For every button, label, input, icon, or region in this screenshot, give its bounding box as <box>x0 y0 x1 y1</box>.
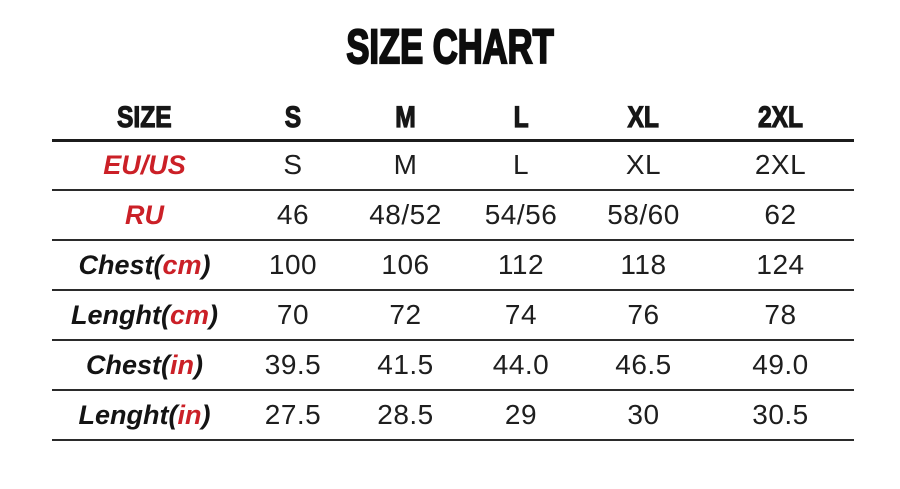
table-row-ru: RU 46 48/52 54/56 58/60 62 <box>52 190 854 240</box>
column-header-label: 2XL <box>757 101 804 135</box>
column-header-m: M <box>349 98 462 140</box>
table-row-eu-us: EU/US S M L XL 2XL <box>52 140 854 190</box>
table-row-lenght-cm: Lenght(cm) 70 72 74 76 78 <box>52 290 854 340</box>
cell-eu-us-xl: XL <box>625 149 662 181</box>
cell-lenght-cm-l: 74 <box>504 299 538 330</box>
cell-chest-cm-2xl: 124 <box>756 249 805 280</box>
cell-lenght-in-l: 29 <box>504 399 538 430</box>
cell-lenght-cm-m: 72 <box>389 299 422 330</box>
label-text: RU <box>125 199 164 230</box>
cell-ru-xl: 58/60 <box>607 199 680 230</box>
table-row-chest-in: Chest(in) 39.5 41.5 44.0 46.5 49.0 <box>52 340 854 390</box>
cell-lenght-in-s: 27.5 <box>264 399 322 430</box>
cell-lenght-in-2xl: 30.5 <box>752 399 809 430</box>
cell-eu-us-l: L <box>512 149 530 181</box>
column-header-s: S <box>237 98 349 140</box>
label-text: Lenght( <box>70 299 170 330</box>
cell-chest-in-l: 44.0 <box>492 349 550 380</box>
cell-chest-in-s: 39.5 <box>264 349 322 380</box>
label-unit: cm <box>169 299 209 330</box>
label-suffix: ) <box>209 299 218 330</box>
page-title-text: SIZE CHART <box>346 20 555 75</box>
cell-lenght-in-m: 28.5 <box>377 399 434 430</box>
cell-chest-in-xl: 46.5 <box>615 349 672 380</box>
cell-lenght-cm-s: 70 <box>276 299 310 330</box>
column-header-label: XL <box>627 101 660 135</box>
label-text: Lenght( <box>78 399 178 430</box>
label-text: Chest( <box>85 349 170 380</box>
column-header-2xl: 2XL <box>707 98 854 140</box>
column-header-l: L <box>462 98 580 140</box>
cell-chest-cm-xl: 118 <box>620 249 667 280</box>
cell-lenght-cm-2xl: 78 <box>764 299 797 330</box>
column-header-xl: XL <box>580 98 707 140</box>
table-row-lenght-in: Lenght(in) 27.5 28.5 29 30 30.5 <box>52 390 854 440</box>
cell-chest-cm-m: 106 <box>381 249 430 280</box>
row-label-eu-us: EU/US <box>52 140 237 190</box>
row-label-ru: RU <box>52 190 237 240</box>
table-header-row: SIZE S M L XL 2XL <box>52 98 854 140</box>
table-row-chest-cm: Chest(cm) 100 106 112 118 124 <box>52 240 854 290</box>
cell-lenght-in-xl: 30 <box>627 399 660 430</box>
label-suffix: ) <box>201 249 211 280</box>
cell-chest-cm-l: 112 <box>497 249 545 280</box>
label-unit: in <box>177 399 202 430</box>
label-text: EU/US <box>103 149 186 180</box>
column-header-label: SIZE <box>117 101 173 135</box>
column-header-label: L <box>513 101 529 135</box>
cell-ru-m: 48/52 <box>369 199 442 230</box>
cell-ru-2xl: 62 <box>764 199 797 230</box>
cell-chest-in-2xl: 49.0 <box>752 349 809 380</box>
cell-chest-in-m: 41.5 <box>377 349 434 380</box>
size-table: SIZE S M L XL 2XL EU/US S M L XL 2XL RU … <box>52 98 854 441</box>
label-suffix: ) <box>194 349 203 380</box>
cell-eu-us-s: S <box>283 149 303 181</box>
row-label-lenght-in: Lenght(in) <box>52 390 237 440</box>
column-header-label: M <box>395 101 416 135</box>
row-label-chest-cm: Chest(cm) <box>52 240 237 290</box>
row-label-chest-in: Chest(in) <box>52 340 237 390</box>
cell-lenght-cm-xl: 76 <box>627 299 660 330</box>
cell-eu-us-m: M <box>393 149 418 181</box>
label-text: Chest( <box>78 249 163 280</box>
cell-ru-l: 54/56 <box>484 199 558 230</box>
cell-ru-s: 46 <box>276 199 310 230</box>
cell-eu-us-2xl: 2XL <box>754 149 807 181</box>
column-header-label: S <box>284 101 302 135</box>
label-unit: cm <box>162 249 202 280</box>
label-unit: in <box>170 349 194 380</box>
page-title: SIZE CHART <box>0 20 900 75</box>
label-suffix: ) <box>201 399 211 430</box>
row-label-lenght-cm: Lenght(cm) <box>52 290 237 340</box>
cell-chest-cm-s: 100 <box>268 249 318 280</box>
column-header-size: SIZE <box>52 98 237 140</box>
